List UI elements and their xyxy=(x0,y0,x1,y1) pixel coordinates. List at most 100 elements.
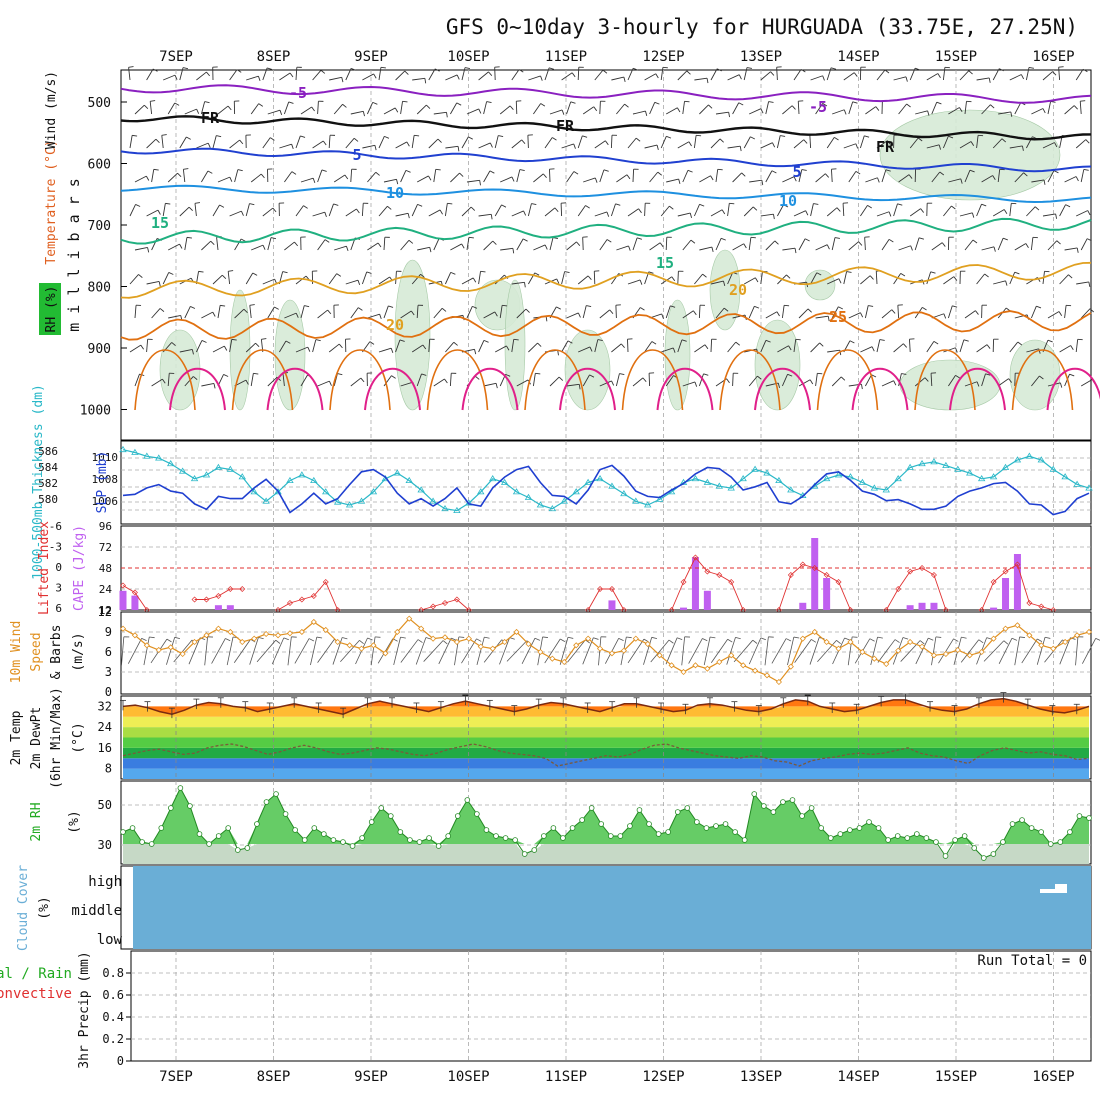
rh-marker xyxy=(618,834,623,839)
rh-marker xyxy=(321,832,326,837)
rh-marker xyxy=(532,848,537,853)
rh-marker xyxy=(589,806,594,811)
rh-marker xyxy=(1058,840,1063,845)
rh-marker xyxy=(934,840,939,845)
rh-marker xyxy=(914,832,919,837)
temp-label-1: 2m Temp xyxy=(9,710,24,765)
rh-side-label: RH (%) xyxy=(44,286,59,333)
rh-marker xyxy=(197,832,202,837)
cloud-unit: (%) xyxy=(37,896,52,919)
rh-marker xyxy=(943,854,948,859)
contour-label: -5 xyxy=(809,98,827,116)
cape-label: CAPE (J/kg) xyxy=(72,525,87,611)
rh-marker xyxy=(1077,814,1082,819)
rh-marker xyxy=(494,834,499,839)
rh-marker xyxy=(685,806,690,811)
rh-marker xyxy=(369,820,374,825)
rh-marker xyxy=(379,806,384,811)
cape-bar xyxy=(227,605,234,610)
rh-marker xyxy=(981,856,986,861)
wind-tick: 12 xyxy=(98,605,112,619)
contour-label: 5 xyxy=(352,146,361,164)
rh-marker xyxy=(350,844,355,849)
barb-flag xyxy=(1059,65,1064,70)
rh-marker xyxy=(599,822,604,827)
cape-bar xyxy=(704,591,711,610)
barb-flag xyxy=(129,64,134,69)
barb-flag xyxy=(777,65,782,70)
rh-marker xyxy=(188,804,193,809)
precip-ticks: 0.80.60.40.20 xyxy=(102,966,131,1068)
rh-marker xyxy=(991,852,996,857)
rh-marker xyxy=(761,804,766,809)
wind-side-label: Wind (m/s) xyxy=(44,71,59,149)
cape-bar xyxy=(680,608,687,610)
rh-marker xyxy=(1010,822,1015,827)
precip-ylabel: 3hr Precip (mm) xyxy=(77,951,92,1068)
rh-marker xyxy=(398,830,403,835)
bottom-date-label: 10SEP xyxy=(447,1069,489,1085)
rh-marker xyxy=(408,838,413,843)
bottom-date-label: 14SEP xyxy=(837,1069,879,1085)
precip-tick: 0.6 xyxy=(102,988,124,1002)
rh-marker xyxy=(666,830,671,835)
pressure-tick-label: 700 xyxy=(88,219,111,234)
bottom-date-label: 11SEP xyxy=(545,1069,587,1085)
barb-flag xyxy=(213,65,218,70)
bottom-date-label: 16SEP xyxy=(1032,1069,1074,1085)
bottom-date-label: 7SEP xyxy=(159,1069,193,1085)
rh-marker xyxy=(159,826,164,831)
rh-marker xyxy=(245,846,250,851)
contour-label: 10 xyxy=(779,192,797,210)
rh-marker xyxy=(675,810,680,815)
temp-band xyxy=(123,748,1089,758)
rh-marker xyxy=(513,838,518,843)
rh-marker xyxy=(742,838,747,843)
rh-marker xyxy=(838,832,843,837)
rh-marker xyxy=(474,812,479,817)
rh-marker xyxy=(886,838,891,843)
rh-blob xyxy=(880,110,1060,200)
cape-bar xyxy=(120,591,127,610)
cape-bar xyxy=(930,603,937,610)
contour-label: 5 xyxy=(792,163,801,181)
rh-marker xyxy=(417,840,422,845)
rh-label: 2m RH xyxy=(29,802,44,841)
wind-label-2: Speed xyxy=(29,632,44,671)
temp-label-3: (6hr Min/Max) xyxy=(49,687,64,789)
cape-bar xyxy=(215,605,222,610)
rh-marker xyxy=(541,834,546,839)
precip-tick: 0 xyxy=(117,1054,124,1068)
precip-tick: 0.4 xyxy=(102,1010,124,1024)
bottom-date-label: 13SEP xyxy=(740,1069,782,1085)
contour-label: 10 xyxy=(386,184,404,202)
rh-marker xyxy=(235,848,240,853)
pressure-tick-label: 600 xyxy=(88,158,111,173)
rh-marker xyxy=(1001,840,1006,845)
cloud-level-label: middle xyxy=(71,903,122,919)
top-date-label: 10SEP xyxy=(447,49,489,65)
rh-marker xyxy=(522,852,527,857)
rh-marker xyxy=(341,840,346,845)
cape-bar xyxy=(608,600,615,610)
barb-flag xyxy=(579,65,584,70)
lifted-index-label: Lifted Index xyxy=(37,521,52,615)
rh-marker xyxy=(264,800,269,805)
barb-flag xyxy=(1096,638,1100,640)
temp-tick: 8 xyxy=(105,762,112,776)
cape-bar xyxy=(823,578,830,610)
rh-marker xyxy=(226,826,231,831)
rh-marker xyxy=(446,834,451,839)
temp-band xyxy=(123,769,1089,779)
barb-flag xyxy=(1029,66,1034,70)
rh-marker xyxy=(551,826,556,831)
rh-marker xyxy=(694,820,699,825)
cape-bar xyxy=(919,603,926,610)
contour-label: FR xyxy=(201,109,220,127)
rh-marker xyxy=(216,834,221,839)
